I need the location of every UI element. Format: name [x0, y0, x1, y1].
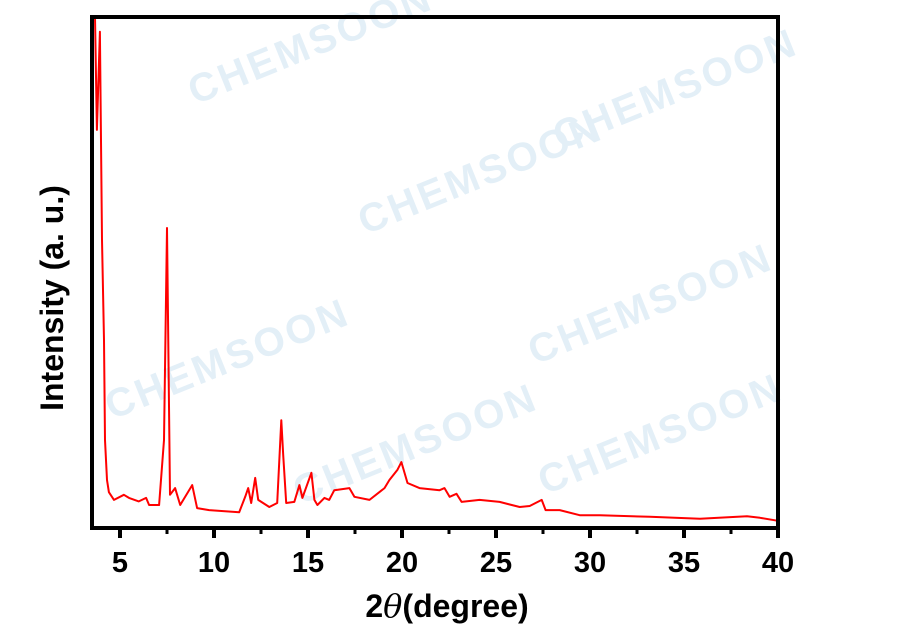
watermark-text: CHEMSOON [287, 375, 544, 513]
x-axis-title: 2θ(degree) [365, 587, 528, 625]
x-tick-label: 15 [292, 547, 324, 579]
watermark-text: CHEMSOON [522, 235, 779, 373]
watermark-text: CHEMSOON [99, 290, 356, 428]
x-tick-label: 40 [762, 547, 794, 579]
x-tick-label: 5 [112, 547, 128, 579]
x-axis-title-prefix: 2 [365, 588, 383, 624]
x-tick-label: 35 [668, 547, 700, 579]
watermark-layer: CHEMSOONCHEMSOONCHEMSOONCHEMSOONCHEMSOON… [99, 0, 804, 513]
watermark-text: CHEMSOON [532, 365, 789, 503]
series-line [92, 16, 779, 522]
x-axis-title-suffix: (degree) [402, 588, 528, 624]
watermark-text: CHEMSOON [547, 20, 804, 158]
plot-frame [90, 15, 780, 530]
x-axis-title-symbol: θ [383, 587, 402, 625]
x-tick-label: 10 [198, 547, 230, 579]
x-tick-label: 25 [480, 547, 512, 579]
y-axis-title: Intensity (a. u.) [34, 185, 70, 411]
x-tick-label: 30 [574, 547, 606, 579]
x-tick-label: 20 [386, 547, 418, 579]
x-axis-ticks: 5 10 15 20 25 30 35 40 [112, 528, 794, 579]
